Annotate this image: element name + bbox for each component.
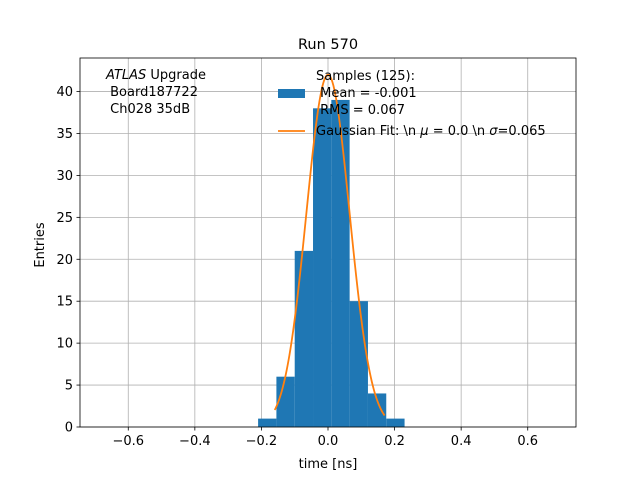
legend: Samples (125): Mean = -0.001 RMS = 0.067… bbox=[278, 69, 546, 139]
annotation-atlas: ATLAS bbox=[105, 68, 146, 83]
x-tick-label: −0.4 bbox=[179, 434, 211, 449]
legend-fit-suffix: =0.065 bbox=[498, 124, 546, 139]
histogram-bars bbox=[258, 99, 405, 428]
annotation-line-2: Board187722 bbox=[106, 85, 198, 100]
x-tick-label: 0.0 bbox=[318, 434, 339, 449]
x-tick-label: 0.2 bbox=[384, 434, 405, 449]
x-axis-label: time [ns] bbox=[299, 457, 358, 472]
atlas-annotation: ATLAS Upgrade Board187722 Ch028 35dB bbox=[105, 68, 206, 117]
legend-fit-mu: μ bbox=[419, 124, 428, 139]
y-axis-ticks: 0 5 10 15 20 25 30 35 40 bbox=[56, 85, 80, 436]
annotation-line-1: ATLAS Upgrade bbox=[105, 68, 206, 83]
gaussian-fit-line bbox=[273, 73, 386, 416]
gaussian-fit-curve bbox=[273, 73, 386, 416]
x-tick-label: −0.2 bbox=[246, 434, 278, 449]
x-axis-ticks: −0.6 −0.4 −0.2 0.0 0.2 0.4 0.6 bbox=[112, 427, 538, 449]
x-tick-label: −0.6 bbox=[112, 434, 144, 449]
chart-title: Run 570 bbox=[298, 37, 358, 53]
x-tick-label: 0.4 bbox=[451, 434, 472, 449]
histogram-bar bbox=[367, 393, 387, 427]
histogram-bar bbox=[258, 418, 277, 427]
legend-fit-label: Gaussian Fit: \n μ = 0.0 \n σ=0.065 bbox=[316, 124, 546, 139]
y-tick-label: 15 bbox=[56, 295, 73, 310]
y-tick-label: 25 bbox=[56, 211, 73, 226]
legend-fit-mid: = 0.0 \n bbox=[429, 124, 490, 139]
y-axis-label: Entries bbox=[33, 222, 48, 268]
legend-hist-swatch bbox=[278, 89, 305, 98]
annotation-upgrade: Upgrade bbox=[146, 68, 206, 83]
y-tick-label: 35 bbox=[56, 127, 73, 142]
x-tick-label: 0.6 bbox=[517, 434, 538, 449]
y-tick-label: 40 bbox=[56, 85, 73, 100]
histogram-bar bbox=[331, 99, 350, 427]
histogram-bar bbox=[294, 250, 314, 427]
legend-fit-prefix: Gaussian Fit: \n bbox=[316, 124, 420, 139]
legend-hist-line-3: RMS = 0.067 bbox=[316, 103, 405, 118]
y-tick-label: 20 bbox=[56, 253, 73, 268]
legend-hist-line-2: Mean = -0.001 bbox=[316, 86, 417, 101]
legend-fit-sigma: σ bbox=[489, 124, 498, 139]
annotation-line-3: Ch028 35dB bbox=[106, 102, 190, 117]
legend-hist-line-1: Samples (125): bbox=[316, 69, 415, 84]
histogram-bar bbox=[313, 108, 332, 428]
histogram-bar bbox=[349, 301, 368, 427]
y-tick-label: 30 bbox=[56, 169, 73, 184]
y-tick-label: 0 bbox=[65, 421, 73, 436]
y-tick-label: 5 bbox=[65, 379, 73, 394]
histogram-bar bbox=[276, 376, 295, 427]
y-tick-label: 10 bbox=[56, 337, 73, 352]
histogram-bar bbox=[386, 418, 405, 427]
